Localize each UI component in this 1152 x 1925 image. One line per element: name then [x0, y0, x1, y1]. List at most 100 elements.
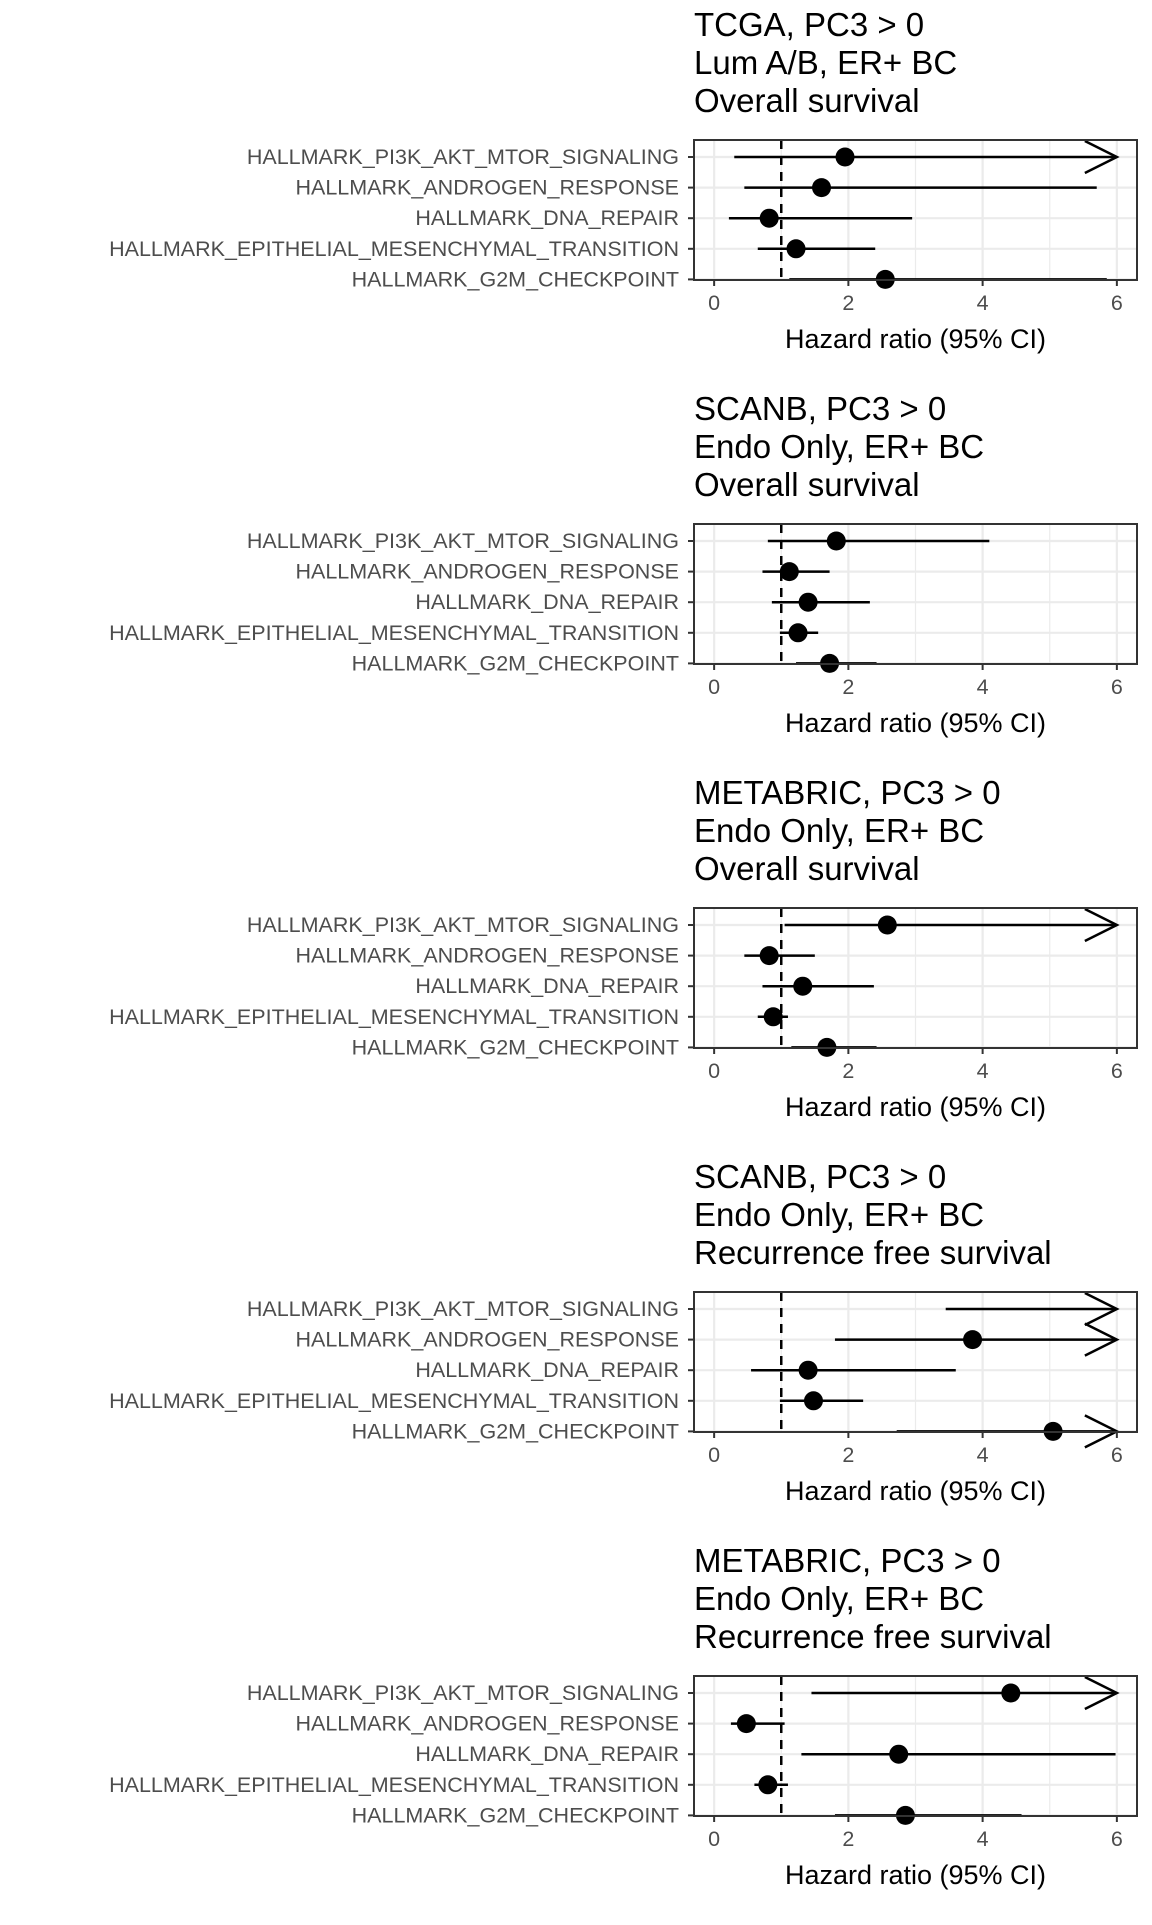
category-label: HALLMARK_PI3K_AKT_MTOR_SIGNALING [247, 1681, 679, 1705]
panel-title-line: Recurrence free survival [694, 1234, 1052, 1271]
hazard-ratio-point [812, 178, 832, 198]
hazard-ratio-point [798, 592, 818, 612]
panel-border [693, 907, 1138, 1049]
category-label: HALLMARK_EPITHELIAL_MESENCHYMAL_TRANSITI… [109, 1389, 679, 1413]
category-label: HALLMARK_EPITHELIAL_MESENCHYMAL_TRANSITI… [109, 1005, 679, 1029]
ci-arrow-head [1084, 1675, 1120, 1711]
hazard-ratio-point [788, 623, 808, 643]
x-tick-label: 4 [977, 1443, 989, 1467]
category-label: HALLMARK_PI3K_AKT_MTOR_SIGNALING [247, 913, 679, 937]
x-tick-label: 2 [842, 1827, 854, 1851]
hazard-ratio-point [779, 562, 799, 582]
panel-title-line: Lum A/B, ER+ BC [694, 44, 957, 81]
x-tick-label: 4 [977, 1059, 989, 1083]
panel-title-line: METABRIC, PC3 > 0 [694, 774, 1001, 811]
category-label: HALLMARK_DNA_REPAIR [415, 1742, 679, 1766]
panel-title-line: Endo Only, ER+ BC [694, 1196, 984, 1233]
hazard-ratio-point [826, 531, 846, 551]
x-tick-label: 2 [842, 1059, 854, 1083]
panel-title-line: Endo Only, ER+ BC [694, 1580, 984, 1617]
x-tick-label: 6 [1111, 1443, 1123, 1467]
panel-title-line: TCGA, PC3 > 0 [694, 6, 924, 43]
category-label: HALLMARK_G2M_CHECKPOINT [352, 1803, 679, 1827]
category-label: HALLMARK_DNA_REPAIR [415, 1358, 679, 1382]
hazard-ratio-point [798, 1360, 818, 1380]
hazard-ratio-point [763, 1007, 783, 1027]
category-label: HALLMARK_G2M_CHECKPOINT [352, 1419, 679, 1443]
x-tick-label: 6 [1111, 291, 1123, 315]
panel-border [693, 1291, 1138, 1433]
x-tick-label: 4 [977, 291, 989, 315]
hazard-ratio-point [877, 915, 897, 935]
category-label: HALLMARK_ANDROGEN_RESPONSE [295, 176, 679, 200]
hazard-ratio-point [793, 976, 813, 996]
panel-border [693, 523, 1138, 665]
hazard-ratio-point [758, 1775, 778, 1795]
x-tick-label: 4 [977, 675, 989, 699]
category-label: HALLMARK_DNA_REPAIR [415, 206, 679, 230]
panel-title-line: Overall survival [694, 466, 920, 503]
x-axis-title: Hazard ratio (95% CI) [785, 324, 1046, 354]
hazard-ratio-point [963, 1330, 983, 1350]
hazard-ratio-point [889, 1744, 909, 1764]
x-tick-label: 6 [1111, 1059, 1123, 1083]
category-label: HALLMARK_PI3K_AKT_MTOR_SIGNALING [247, 1297, 679, 1321]
panel-title-line: SCANB, PC3 > 0 [694, 1158, 946, 1195]
category-label: HALLMARK_DNA_REPAIR [415, 590, 679, 614]
category-label: HALLMARK_EPITHELIAL_MESENCHYMAL_TRANSITI… [109, 621, 679, 645]
category-label: HALLMARK_ANDROGEN_RESPONSE [295, 560, 679, 584]
category-label: HALLMARK_ANDROGEN_RESPONSE [295, 944, 679, 968]
category-label: HALLMARK_PI3K_AKT_MTOR_SIGNALING [247, 145, 679, 169]
panel-title-line: Endo Only, ER+ BC [694, 812, 984, 849]
x-tick-label: 0 [708, 291, 720, 315]
panel-title-line: Endo Only, ER+ BC [694, 428, 984, 465]
category-label: HALLMARK_ANDROGEN_RESPONSE [295, 1712, 679, 1736]
x-axis-title: Hazard ratio (95% CI) [785, 1092, 1046, 1122]
hazard-ratio-point [786, 239, 806, 259]
panel-title-line: Recurrence free survival [694, 1618, 1052, 1655]
ci-arrow-head [1084, 1322, 1120, 1357]
panel-border [693, 139, 1138, 281]
hazard-ratio-point [803, 1391, 823, 1411]
category-label: HALLMARK_G2M_CHECKPOINT [352, 1035, 679, 1059]
hazard-ratio-point [1001, 1683, 1021, 1703]
panel-title-line: Overall survival [694, 850, 920, 887]
x-tick-label: 6 [1111, 675, 1123, 699]
x-axis-title: Hazard ratio (95% CI) [785, 708, 1046, 738]
x-tick-label: 0 [708, 675, 720, 699]
x-tick-label: 0 [708, 1827, 720, 1851]
hazard-ratio-point [736, 1714, 756, 1734]
category-label: HALLMARK_ANDROGEN_RESPONSE [295, 1328, 679, 1352]
category-label: HALLMARK_EPITHELIAL_MESENCHYMAL_TRANSITI… [109, 237, 679, 261]
panel-title-line: SCANB, PC3 > 0 [694, 390, 946, 427]
hazard-ratio-point [759, 208, 779, 228]
category-label: HALLMARK_G2M_CHECKPOINT [352, 267, 679, 291]
x-axis-title: Hazard ratio (95% CI) [785, 1860, 1046, 1890]
panel-title-line: METABRIC, PC3 > 0 [694, 1542, 1001, 1579]
panel-title-line: Overall survival [694, 82, 920, 119]
category-label: HALLMARK_G2M_CHECKPOINT [352, 651, 679, 675]
category-label: HALLMARK_EPITHELIAL_MESENCHYMAL_TRANSITI… [109, 1773, 679, 1797]
x-tick-label: 4 [977, 1827, 989, 1851]
x-tick-label: 2 [842, 1443, 854, 1467]
x-tick-label: 6 [1111, 1827, 1123, 1851]
hazard-ratio-point [835, 147, 855, 167]
category-label: HALLMARK_DNA_REPAIR [415, 974, 679, 998]
panel-border [693, 1675, 1138, 1817]
x-tick-label: 0 [708, 1059, 720, 1083]
category-label: HALLMARK_PI3K_AKT_MTOR_SIGNALING [247, 529, 679, 553]
ci-arrow-head [1084, 1291, 1120, 1327]
x-tick-label: 2 [842, 675, 854, 699]
